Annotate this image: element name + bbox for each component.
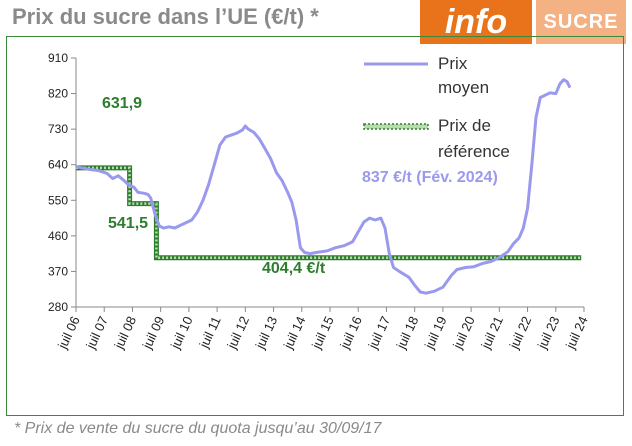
annotation-latest-price: 837 €/t (Fév. 2024)	[362, 169, 498, 186]
y-tick-label: 910	[48, 51, 68, 65]
y-tick-label: 640	[48, 158, 68, 172]
annotation-ref-541: 541,5	[108, 215, 148, 232]
x-tick-label: juil 23	[534, 314, 562, 352]
legend: Prix moyen Prix de référence	[363, 54, 510, 161]
x-tick-label: juil 17	[365, 314, 393, 352]
chart-title: Prix du sucre dans l’UE (€/t) *	[12, 4, 319, 29]
x-tick-label: juil 12	[224, 314, 252, 352]
x-tick-label: juil 18	[393, 314, 421, 352]
x-tick-label: juil 14	[280, 314, 308, 352]
x-tick-label: juil 24	[562, 314, 590, 352]
x-tick-label: juil 06	[54, 314, 82, 352]
x-tick-label: juil 22	[506, 314, 534, 352]
x-tick-label: juil 07	[83, 314, 111, 352]
x-tick-label: juil 16	[337, 314, 365, 352]
y-tick-label: 280	[48, 300, 68, 314]
x-tick-label: juil 13	[252, 314, 280, 352]
y-tick-label: 550	[48, 193, 68, 207]
x-axis: juil 06 juil 07 juil 08 juil 09 juil 10 juil …	[54, 306, 591, 352]
series-line-ref-price-outline	[76, 165, 582, 261]
y-tick-label: 820	[48, 87, 68, 101]
legend-ref-label-1: Prix de	[438, 116, 491, 135]
series-layer	[75, 78, 582, 295]
x-tick-label: juil 15	[308, 314, 336, 352]
x-tick-label: juil 21	[478, 314, 506, 352]
legend-avg-label-2: moyen	[438, 78, 489, 97]
footnote: * Prix de vente du sucre du quota jusqu’…	[14, 420, 382, 437]
x-tick-label: juil 10	[167, 314, 195, 352]
series-line-ref-price	[76, 166, 582, 260]
y-tick-label: 370	[48, 264, 68, 278]
x-tick-label: juil 09	[139, 314, 167, 352]
x-tick-label: juil 19	[421, 314, 449, 352]
x-tick-label: juil 08	[111, 314, 139, 352]
annotation-ref-631: 631,9	[102, 95, 142, 112]
legend-ref-label-2: référence	[438, 142, 510, 161]
y-tick-label: 460	[48, 229, 68, 243]
y-axis: 280 370 460 550 640 730 820 910	[48, 51, 77, 314]
annotation-ref-404: 404,4 €/t	[262, 260, 326, 277]
x-tick-label: juil 20	[449, 314, 477, 352]
series-line-avg-price	[75, 78, 572, 295]
y-tick-label: 730	[48, 122, 68, 136]
x-tick-label: juil 11	[196, 314, 224, 351]
legend-avg-label-1: Prix	[438, 54, 468, 73]
legend-ref-swatch	[363, 123, 429, 130]
chart-frame	[6, 36, 624, 416]
